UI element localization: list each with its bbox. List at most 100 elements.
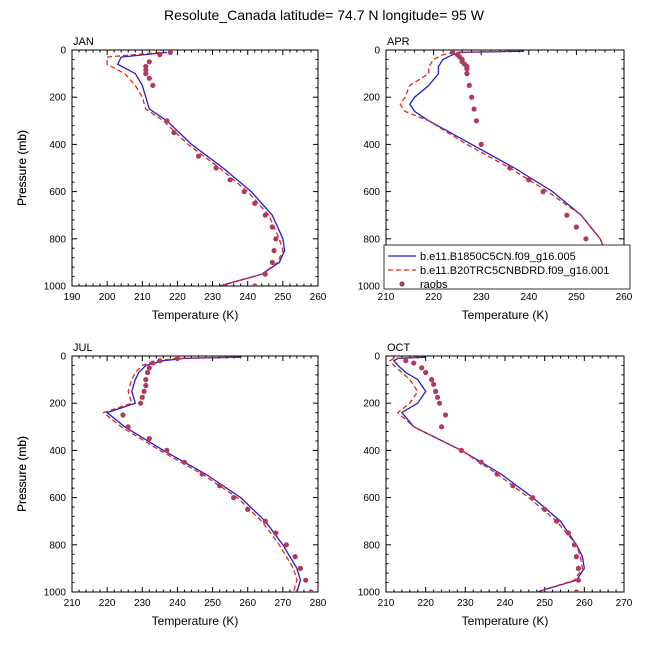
plot-frame [71,49,319,287]
panel-oct: 210 220 230 240 250 260 270 0 200 400 600 800 1000 OC… [15,342,633,628]
raobs-point [471,106,477,112]
raobs-point [553,518,560,524]
series-line-b1850 [105,356,302,592]
x-tick-label: 250 [204,598,221,609]
x-tick-label: 230 [204,292,221,303]
raobs-point [141,388,147,394]
x-tick-label: 250 [275,292,292,303]
x-tick-label: 250 [568,292,585,303]
raobs-point [575,577,581,583]
raobs-point [150,360,156,366]
x-tick-label: 270 [616,598,633,609]
x-tick-label: 210 [378,292,395,303]
legend-box [383,244,631,290]
raobs-point [262,271,268,277]
raobs-point [434,394,441,400]
series-group [389,356,585,592]
raobs-point [571,542,578,548]
raobs-point [540,189,546,195]
raobs-point [573,224,580,230]
x-tick-label: 280 [310,598,327,609]
raobs-point [269,259,275,265]
raobs-point [542,506,548,512]
panel-label: JUL [73,342,93,354]
raobs-point [227,177,233,183]
raobs-point [269,224,275,230]
raobs-point [164,447,170,453]
raobs-point [262,212,268,218]
y-tick-label: 200 [363,399,380,410]
x-tick-label: 270 [275,598,292,609]
raobs-point [139,394,145,400]
x-tick-label: 190 [64,292,81,303]
raobs-point [217,483,223,489]
y-axis-label: Pressure (mb) [15,130,29,206]
x-tick-label: 260 [310,292,327,303]
y-tick-label: 800 [49,540,66,551]
raobs-point [273,236,279,242]
x-tick-label: 260 [239,598,256,609]
y-tick-label: 400 [363,140,380,151]
raobs-point [564,212,570,218]
raobs-point [199,471,205,477]
raobs-point [438,424,445,430]
raobs-point [143,71,149,77]
x-tick-label: 230 [134,598,151,609]
raobs-point [303,577,309,583]
legend-marker-dot [399,281,405,287]
x-tick-label: 240 [497,598,514,609]
panel-label: OCT [387,342,411,354]
raobs-point [583,236,589,242]
raobs-point [464,71,470,77]
raobs-point [403,358,409,364]
raobs-point [174,356,181,361]
x-tick-label: 210 [64,598,81,609]
raobs-point [458,447,464,453]
y-tick-label: 0 [60,46,66,57]
panel-label: APR [387,36,410,48]
raobs-point [283,542,289,548]
raobs-point [146,75,152,81]
series-group [102,356,314,592]
x-tick-label: 210 [378,598,395,609]
series-line-b20trc [389,356,584,592]
raobs-point [137,400,144,406]
x-tick-label: 230 [457,598,474,609]
raobs-point [252,283,258,286]
panels: 190 200 210 220 230 240 250 260 0 200 400 600 800 100… [15,36,633,628]
y-tick-label: 600 [49,187,66,198]
y-axis-label: Pressure (mb) [15,130,29,206]
raobs-point [125,424,131,430]
x-tick-label: 200 [99,292,116,303]
raobs-point [146,59,152,65]
y-tick-label: 1000 [44,588,67,599]
raobs-point [429,377,435,383]
y-tick-label: 200 [49,399,66,410]
y-tick-label: 800 [363,234,380,245]
raobs-point [146,365,152,371]
x-tick-label: 260 [576,598,593,609]
raobs-point [164,118,170,124]
raobs-point [507,165,513,171]
raobs-point [252,200,258,206]
x-axis-label: Temperature (K) [462,614,549,628]
raobs-point [510,483,516,489]
y-tick-label: 400 [363,446,380,457]
y-tick-label: 0 [374,46,380,57]
raobs-point [575,565,581,572]
series-line-b1850 [116,51,286,286]
raobs-point [573,554,580,560]
raobs-point [144,369,151,376]
x-axis-label: Temperature (K) [152,308,239,322]
raobs-point [195,153,202,159]
series-line-b1850 [392,356,585,592]
x-tick-label: 250 [536,598,553,609]
y-tick-label: 600 [49,493,66,504]
figure-title: Resolute_Canada latitude= 74.7 N longitu… [164,7,485,23]
x-tick-label: 240 [520,292,537,303]
y-tick-label: 1000 [44,282,67,293]
raobs-point [450,50,456,55]
raobs-point [120,412,126,418]
y-tick-label: 800 [363,540,380,551]
